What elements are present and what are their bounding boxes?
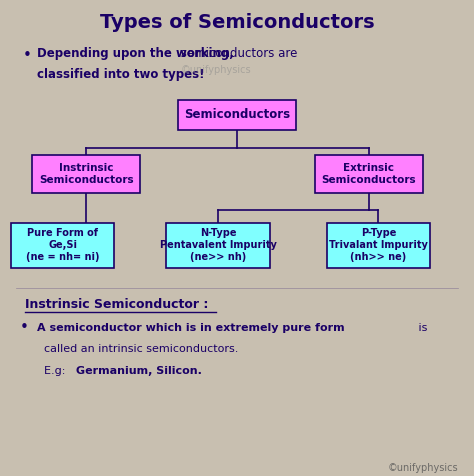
Text: ©unifyphysics: ©unifyphysics xyxy=(181,65,251,75)
Text: Types of Semiconductors: Types of Semiconductors xyxy=(100,13,374,32)
Text: N-Type
Pentavalent Impurity
(ne>> nh): N-Type Pentavalent Impurity (ne>> nh) xyxy=(160,228,277,262)
Text: called an intrinsic semiconductors.: called an intrinsic semiconductors. xyxy=(44,344,238,354)
Text: classified into two types!: classified into two types! xyxy=(36,68,204,81)
FancyBboxPatch shape xyxy=(11,223,115,268)
Text: semiconductors are: semiconductors are xyxy=(177,47,297,60)
Text: Semiconductors: Semiconductors xyxy=(184,109,290,121)
Text: Germanium, Silicon.: Germanium, Silicon. xyxy=(76,366,202,376)
Text: Instrinsic Semiconductor :: Instrinsic Semiconductor : xyxy=(25,298,209,311)
Text: E.g:: E.g: xyxy=(44,366,69,376)
Text: ©unifyphysics: ©unifyphysics xyxy=(388,463,458,473)
FancyBboxPatch shape xyxy=(327,223,430,268)
FancyBboxPatch shape xyxy=(178,99,296,130)
Text: A semiconductor which is in extremely pure form: A semiconductor which is in extremely pu… xyxy=(36,323,344,333)
FancyBboxPatch shape xyxy=(32,155,140,193)
Text: is: is xyxy=(415,323,428,333)
FancyBboxPatch shape xyxy=(315,155,423,193)
Text: Pure Form of
Ge,Si
(ne = nh= ni): Pure Form of Ge,Si (ne = nh= ni) xyxy=(26,228,100,262)
Text: •: • xyxy=(20,320,29,336)
Text: Extrinsic
Semiconductors: Extrinsic Semiconductors xyxy=(322,163,416,185)
Text: Depending upon the working,: Depending upon the working, xyxy=(36,47,234,60)
Text: P-Type
Trivalant Impurity
(nh>> ne): P-Type Trivalant Impurity (nh>> ne) xyxy=(329,228,428,262)
Text: •: • xyxy=(23,48,31,63)
FancyBboxPatch shape xyxy=(166,223,270,268)
Text: Instrinsic
Semiconductors: Instrinsic Semiconductors xyxy=(39,163,134,185)
